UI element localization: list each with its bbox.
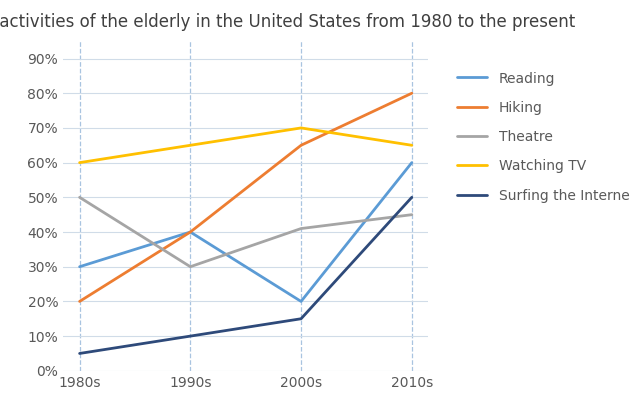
Title: Free time activities of the elderly in the United States from 1980 to the presen: Free time activities of the elderly in t… [0,13,575,31]
Reading [186,229,194,234]
Surfing the Internet [408,195,416,200]
Hiking [76,299,83,304]
Surfing the Internet [76,351,83,356]
Theatre [408,212,416,217]
Reading [297,299,305,304]
Watching TV [186,143,194,148]
Line: Hiking: Hiking [79,93,412,302]
Hiking [408,91,416,96]
Line: Theatre: Theatre [79,197,412,267]
Watching TV [297,126,305,131]
Line: Watching TV: Watching TV [79,128,412,163]
Hiking [186,229,194,234]
Legend: Reading, Hiking, Theatre, Watching TV, Surfing the Internet: Reading, Hiking, Theatre, Watching TV, S… [450,65,630,210]
Watching TV [408,143,416,148]
Reading [76,264,83,269]
Theatre [76,195,83,200]
Line: Reading: Reading [79,163,412,302]
Surfing the Internet [186,334,194,339]
Watching TV [76,160,83,165]
Reading [408,160,416,165]
Theatre [297,226,305,231]
Theatre [186,264,194,269]
Line: Surfing the Internet: Surfing the Internet [79,197,412,353]
Surfing the Internet [297,316,305,321]
Hiking [297,143,305,148]
